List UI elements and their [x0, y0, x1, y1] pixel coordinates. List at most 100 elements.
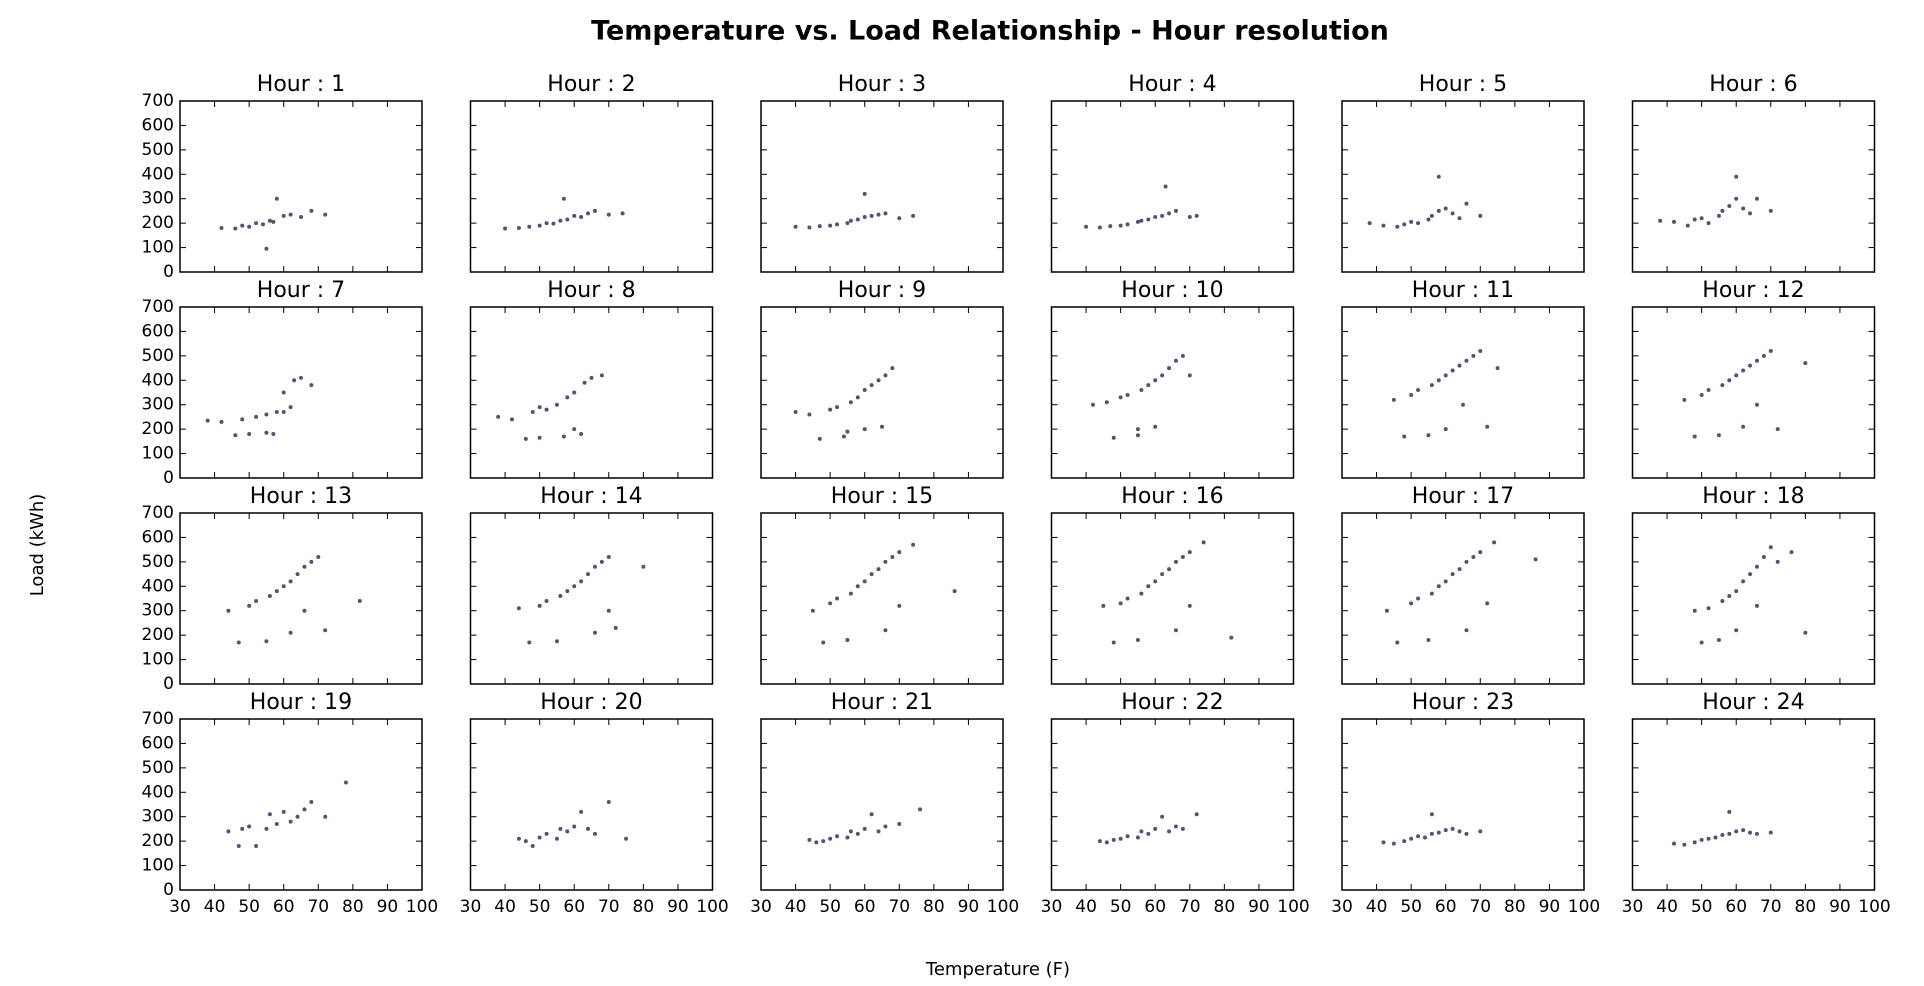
point	[254, 221, 259, 226]
point	[1699, 640, 1704, 645]
point	[219, 419, 224, 424]
point	[1180, 554, 1185, 559]
point	[1692, 217, 1697, 222]
point	[530, 410, 535, 415]
point	[835, 222, 840, 227]
point	[1402, 434, 1407, 439]
point	[1097, 225, 1102, 230]
point	[1135, 433, 1140, 438]
y-tick-label: 200	[142, 625, 174, 645]
point	[1101, 603, 1106, 608]
x-tick-label: 30	[1331, 897, 1353, 917]
point	[1457, 567, 1462, 572]
point	[1443, 206, 1448, 211]
x-tick-label: 70	[888, 897, 910, 917]
point	[862, 215, 867, 220]
panel-frame	[469, 718, 714, 891]
point	[572, 584, 577, 589]
point	[1533, 557, 1538, 562]
point	[274, 589, 279, 594]
point	[544, 407, 549, 412]
x-tick-label: 40	[1075, 897, 1097, 917]
point	[1422, 835, 1427, 840]
point	[876, 212, 881, 217]
point	[219, 226, 224, 231]
point	[1416, 834, 1421, 839]
x-tick-label: 30	[1622, 897, 1644, 917]
point	[264, 826, 269, 831]
point	[565, 589, 570, 594]
point	[1734, 628, 1739, 633]
point	[1682, 397, 1687, 402]
point	[551, 221, 556, 226]
point	[1671, 219, 1676, 224]
point	[1167, 829, 1172, 834]
y-tick-label: 200	[142, 213, 174, 233]
point	[890, 554, 895, 559]
x-tick-label: 80	[633, 897, 655, 917]
point	[1727, 594, 1732, 599]
point	[1160, 814, 1165, 819]
point	[835, 596, 840, 601]
point	[1464, 201, 1469, 206]
point	[862, 826, 867, 831]
point	[1416, 221, 1421, 226]
point	[1416, 388, 1421, 393]
x-axis-label: Temperature (F)	[925, 959, 1070, 980]
point	[807, 225, 812, 230]
point	[254, 598, 259, 603]
point	[1146, 217, 1151, 222]
point	[295, 572, 300, 577]
x-tick-label: 90	[958, 897, 980, 917]
point	[309, 383, 314, 388]
panel-frame	[1631, 512, 1876, 685]
x-tick-label: 60	[273, 897, 295, 917]
point	[1090, 402, 1095, 407]
x-tick-label: 100	[987, 897, 1019, 917]
point	[835, 405, 840, 410]
point	[264, 412, 269, 417]
point	[1461, 402, 1465, 407]
panel-title: Hour : 22	[1121, 690, 1223, 715]
point	[1754, 358, 1759, 363]
point	[1429, 831, 1434, 836]
y-tick-label: 0	[163, 880, 174, 900]
point	[1097, 839, 1102, 844]
point	[1761, 554, 1766, 559]
point	[1384, 608, 1389, 613]
y-tick-label: 200	[142, 831, 174, 851]
point	[793, 410, 798, 415]
point	[1485, 601, 1490, 606]
panel-title: Hour : 21	[831, 690, 933, 715]
point	[1187, 373, 1192, 378]
point	[1153, 424, 1158, 429]
x-tick-label: 40	[204, 897, 226, 917]
panel-title: Hour : 15	[831, 484, 933, 509]
point	[1706, 836, 1711, 841]
point	[288, 630, 293, 635]
point	[281, 390, 286, 395]
point	[1464, 358, 1469, 363]
point	[1146, 584, 1151, 589]
point	[807, 837, 812, 842]
panel-frame	[1631, 100, 1876, 273]
point	[883, 559, 888, 564]
point	[1727, 204, 1732, 209]
panel-title: Hour : 2	[547, 72, 635, 97]
point	[624, 836, 629, 841]
point	[1803, 361, 1808, 366]
point	[1443, 427, 1448, 432]
point	[572, 390, 577, 395]
point	[606, 800, 611, 805]
y-tick-label: 0	[163, 468, 174, 488]
panel-frame	[1631, 718, 1876, 891]
point	[1173, 208, 1178, 213]
y-tick-label: 100	[142, 444, 174, 464]
point	[1685, 223, 1690, 228]
y-tick-label: 700	[142, 709, 174, 729]
point	[1443, 373, 1448, 378]
panel-title: Hour : 5	[1419, 72, 1507, 97]
panel-title: Hour : 13	[250, 484, 352, 509]
point	[897, 603, 902, 608]
point	[592, 208, 597, 213]
